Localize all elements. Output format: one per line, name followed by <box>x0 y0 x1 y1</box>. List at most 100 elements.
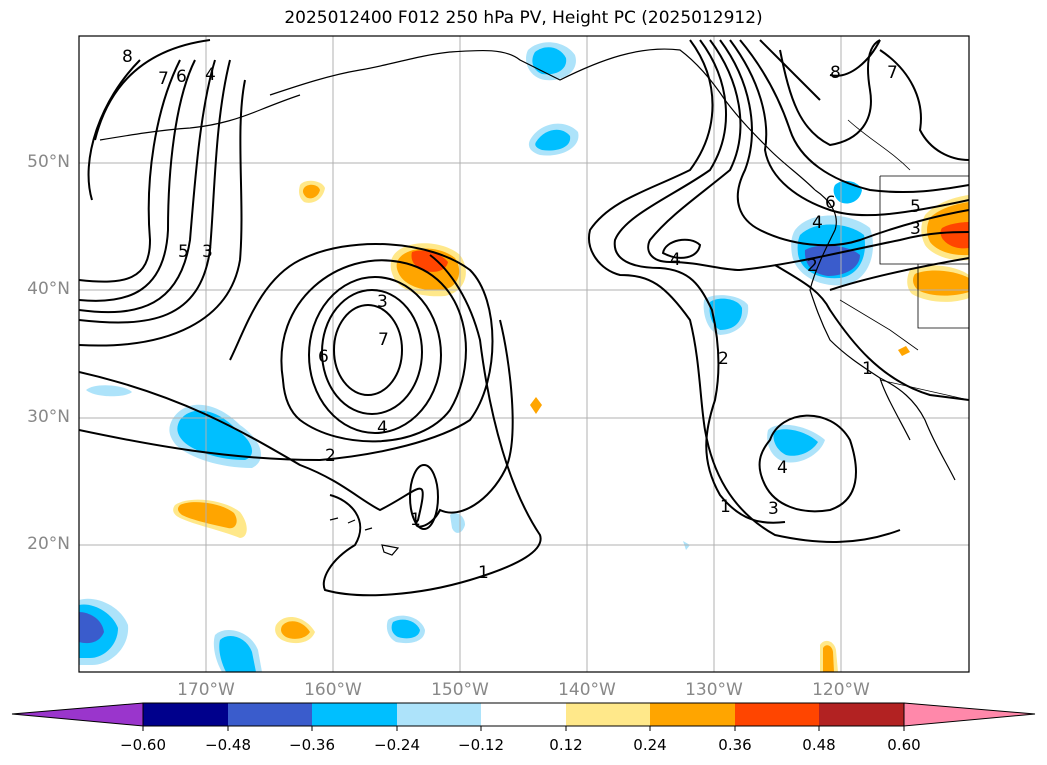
lat-label: 50°N <box>27 152 70 172</box>
contour-label-group: 8 7 6 4 5 3 3 7 6 4 2 1 1 4 2 3 1 4 6 4 … <box>122 47 921 583</box>
contour-label: 6 <box>825 193 836 213</box>
map-frame <box>78 35 970 673</box>
pv-neg-blob <box>391 619 420 639</box>
colorbar-extend-high <box>903 702 1036 727</box>
colorbar-segment <box>481 703 566 726</box>
contour-label: 2 <box>718 349 729 369</box>
contour-label: 3 <box>202 242 213 262</box>
contour-label: 1 <box>410 510 421 530</box>
baja <box>879 377 911 441</box>
contour-label: 1 <box>478 563 489 583</box>
pv-pos-blob <box>898 346 910 356</box>
lat-label: 30°N <box>27 407 70 427</box>
colorbar-segment <box>228 703 312 726</box>
contour-line <box>779 39 881 147</box>
contour-label: 7 <box>158 69 169 89</box>
contour-line <box>719 39 969 247</box>
colorbar-frame <box>142 702 905 727</box>
contour-label: 4 <box>777 458 788 478</box>
pv-pos-blob <box>302 184 320 199</box>
colorbar <box>11 702 1036 731</box>
contour-line <box>647 39 742 271</box>
contour-line <box>759 39 821 101</box>
graticule <box>79 36 969 672</box>
contour-line <box>79 79 246 347</box>
pv-neg-blob <box>532 47 567 75</box>
contour-line <box>79 59 231 324</box>
contour-line <box>333 304 403 396</box>
state-borders <box>839 119 969 401</box>
pv-pos-blob <box>530 397 542 414</box>
pv-pos-blob <box>281 621 310 639</box>
map-title: 2025012400 F012 250 hPa PV, Height PC (2… <box>284 8 763 28</box>
contour-label: 4 <box>670 250 681 270</box>
colorbar-tick-label: 0.12 <box>549 736 583 754</box>
contour-label: 2 <box>325 446 336 466</box>
colorbar-segment <box>650 703 735 726</box>
colorbar-segment <box>566 703 650 726</box>
coastlines <box>99 48 969 556</box>
contour-label: 5 <box>910 197 921 217</box>
contour-line <box>79 242 494 462</box>
lon-label: 150°W <box>431 680 489 700</box>
contour-line <box>87 59 141 201</box>
contour-label: 3 <box>768 499 779 519</box>
contour-label: 1 <box>720 497 731 517</box>
contour-label: 6 <box>176 67 187 87</box>
contour-line <box>613 39 786 524</box>
colorbar-segment <box>735 703 819 726</box>
contour-label: 5 <box>178 242 189 262</box>
colorbar-segment <box>819 703 904 726</box>
contour-label: 7 <box>378 330 389 350</box>
contour-label: 2 <box>807 256 818 276</box>
colorbar-segment <box>397 703 481 726</box>
pv-anomaly-shading <box>79 42 969 672</box>
lon-label: 160°W <box>304 680 362 700</box>
contour-label: 3 <box>377 292 388 312</box>
contour-line <box>758 414 857 513</box>
pv-neg-blob <box>535 129 571 151</box>
contour-line <box>739 39 969 194</box>
contour-line <box>321 289 423 415</box>
lon-label: 170°W <box>177 680 235 700</box>
contour-line <box>739 231 969 271</box>
contour-line <box>409 464 439 530</box>
lon-label: 130°W <box>685 680 743 700</box>
contour-label: 6 <box>318 347 329 367</box>
contour-line <box>79 59 196 302</box>
pv-neg-blob <box>219 636 256 672</box>
colorbar-extend-low <box>11 702 144 727</box>
lon-label: 120°W <box>812 680 870 700</box>
colorbar-tick-label: −0.24 <box>374 736 420 754</box>
pv-neg-blob <box>773 429 818 456</box>
lon-label: 140°W <box>558 680 616 700</box>
contour-line <box>829 39 881 77</box>
colorbar-tick-label: 0.24 <box>633 736 667 754</box>
contour-label: 4 <box>377 418 388 438</box>
pv-pos-blob <box>940 222 969 249</box>
contour-line <box>774 264 969 401</box>
contour-line <box>829 257 969 291</box>
alaska-coast <box>269 48 816 191</box>
colorbar-segment <box>312 703 397 726</box>
contour-line <box>79 59 181 283</box>
pv-pos-blob <box>913 270 969 296</box>
aleutians <box>99 94 301 141</box>
contour-label: 3 <box>910 219 921 239</box>
lat-label: 20°N <box>27 534 70 554</box>
contour-line <box>322 254 542 597</box>
pv-neg-blob <box>833 180 862 204</box>
colorbar-tick-label: −0.60 <box>120 736 166 754</box>
us-west-coast <box>809 229 956 481</box>
hawaii-islands <box>329 517 400 556</box>
contour-line <box>79 319 514 528</box>
colorbar-tick-label: −0.36 <box>289 736 335 754</box>
pv-neg-blob <box>79 612 104 644</box>
colorbar-tick-label: −0.12 <box>458 736 504 754</box>
pv-neg-blob <box>804 245 860 276</box>
contour-label: 8 <box>122 47 133 67</box>
pv-pos-blob <box>823 645 834 672</box>
pv-neg-blob <box>709 298 743 330</box>
contour-label: 4 <box>812 213 823 233</box>
